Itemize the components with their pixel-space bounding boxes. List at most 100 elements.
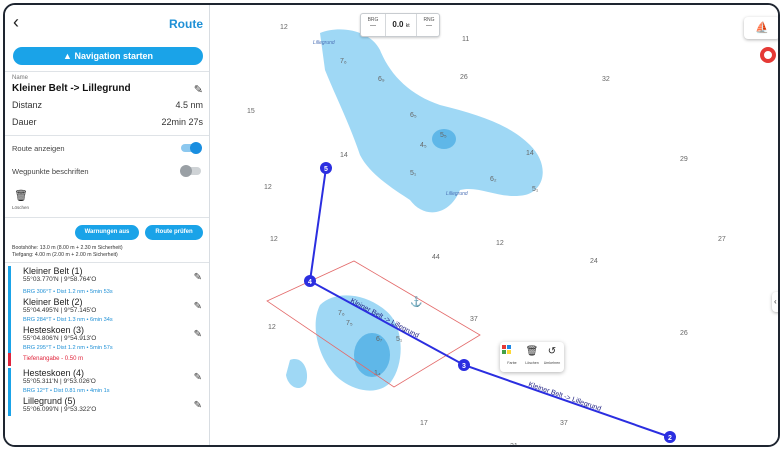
divider bbox=[5, 217, 209, 218]
list-item[interactable]: Kleiner Belt (1) 55°03.770'N | 9°58.764'… bbox=[5, 266, 209, 288]
chevron-left-icon[interactable]: ‹ bbox=[13, 12, 19, 32]
deep-area bbox=[354, 333, 390, 377]
contour-sounding: 1₄ bbox=[374, 370, 381, 377]
distance-value: 4.5 nm bbox=[175, 100, 203, 110]
depth-sounding: 21 bbox=[510, 443, 518, 445]
chart-svg: 1211263215142944122427172137261237141212… bbox=[247, 24, 726, 445]
trash-icon: 🗑 bbox=[525, 346, 539, 357]
leg-info: BRG 295°T • Dist 1.2 nm • 5min 57s bbox=[5, 344, 209, 353]
brg-speed-rng-panel: BRG — 0.0 kt RNG — bbox=[360, 13, 440, 37]
contour-sounding: 7₆ bbox=[338, 310, 345, 317]
contour-sounding: 4₅ bbox=[420, 142, 427, 149]
nautical-chart[interactable]: 1211263215142944122427172137261237141212… bbox=[210, 5, 778, 445]
shallow-area bbox=[286, 359, 308, 389]
depth-sounding: 37 bbox=[470, 316, 478, 323]
edit-waypoint-pencil-icon[interactable]: ✎ bbox=[193, 272, 202, 283]
contour-sounding: 6₇ bbox=[376, 336, 383, 343]
delete-label: Löschen bbox=[12, 205, 30, 210]
sail-icon: ⛵ bbox=[755, 22, 769, 34]
depth-sounding: 24 bbox=[590, 258, 598, 265]
waypoint-name: Hesteskoen (4) bbox=[23, 368, 85, 378]
depth-sounding: 27 bbox=[718, 236, 726, 243]
contour-sounding: 5₅ bbox=[440, 132, 447, 139]
duration-label: Dauer bbox=[12, 117, 37, 127]
app-window: ‹ Route ▲ Navigation starten Name Kleine… bbox=[3, 3, 780, 447]
start-navigation-button[interactable]: ▲ Navigation starten bbox=[13, 47, 203, 65]
waypoint-number: 4 bbox=[308, 279, 312, 286]
contour-sounding: 5₁ bbox=[410, 170, 417, 177]
depth-sounding: 12 bbox=[268, 324, 276, 331]
depth-sounding: 14 bbox=[526, 150, 534, 157]
waypoint-coord: 55°05.311'N | 9°53.026'O bbox=[23, 378, 96, 385]
leg-info: BRG 284°T • Dist 1.3 nm • 6min 34s bbox=[5, 316, 209, 325]
reverse-button[interactable]: ↺ Umkehren bbox=[543, 346, 561, 365]
contour-sounding: 6₅ bbox=[410, 112, 417, 119]
place-label: Lillegrund bbox=[313, 40, 335, 46]
draft-info: Tiefgang: 4.00 m (2.00 m + 2.00 m Sicher… bbox=[12, 252, 118, 258]
depth-sounding: 12 bbox=[264, 184, 272, 191]
depth-sounding: 12 bbox=[280, 24, 288, 31]
edit-waypoint-pencil-icon[interactable]: ✎ bbox=[193, 372, 202, 383]
depth-sounding: 15 bbox=[247, 108, 255, 115]
route-waypoint[interactable]: 2 bbox=[664, 431, 676, 443]
color-palette-icon bbox=[502, 345, 511, 358]
delete-waypoint-button[interactable]: 🗑 Löschen bbox=[522, 345, 542, 365]
distance-label: Distanz bbox=[12, 100, 43, 110]
name-label: Name bbox=[12, 75, 29, 81]
label-waypoints-toggle[interactable] bbox=[180, 165, 201, 177]
depth-sounding: 32 bbox=[602, 76, 610, 83]
edit-waypoint-pencil-icon[interactable]: ✎ bbox=[193, 329, 202, 340]
contour-sounding: 5₁ bbox=[396, 336, 403, 343]
warnings-off-button[interactable]: Warnungen aus bbox=[75, 225, 139, 240]
route-waypoint[interactable]: 4 bbox=[304, 275, 316, 287]
duration-value: 22min 27s bbox=[161, 117, 203, 127]
edit-waypoint-pencil-icon[interactable]: ✎ bbox=[193, 301, 202, 312]
waypoint-name: Lillegrund (5) bbox=[23, 396, 76, 406]
contour-sounding: 7₆ bbox=[340, 58, 347, 65]
sidebar-header: ‹ Route bbox=[5, 5, 209, 43]
show-route-label: Route anzeigen bbox=[12, 144, 65, 153]
lifebuoy-icon[interactable] bbox=[760, 47, 776, 63]
edit-name-pencil-icon[interactable]: ✎ bbox=[193, 84, 203, 96]
depth-sounding: 14 bbox=[340, 152, 348, 159]
route-sidebar: ‹ Route ▲ Navigation starten Name Kleine… bbox=[5, 5, 210, 445]
depth-sounding: 44 bbox=[432, 254, 440, 261]
divider bbox=[5, 71, 209, 72]
waypoint-name: Kleiner Belt (1) bbox=[23, 266, 83, 276]
depth-sounding: 26 bbox=[680, 330, 688, 337]
waypoint-popup: Farbe 🗑 Löschen ↺ Umkehren bbox=[500, 342, 564, 372]
waypoint-coord: 55°03.770'N | 9°58.764'O bbox=[23, 276, 97, 283]
divider bbox=[5, 135, 209, 136]
route-waypoint[interactable]: 3 bbox=[458, 359, 470, 371]
waypoint-coord: 55°04.806'N | 9°54.913'O bbox=[23, 335, 97, 342]
route-name: Kleiner Belt -> Lillegrund bbox=[12, 83, 131, 94]
edit-waypoint-pencil-icon[interactable]: ✎ bbox=[193, 400, 202, 411]
depth-sounding: 29 bbox=[680, 156, 688, 163]
depth-sounding: 37 bbox=[560, 420, 568, 427]
waypoint-list: Kleiner Belt (1) 55°03.770'N | 9°58.764'… bbox=[5, 266, 209, 416]
route-waypoint[interactable]: 5 bbox=[320, 162, 332, 174]
route-title[interactable]: Route bbox=[169, 17, 203, 31]
check-route-button[interactable]: Route prüfen bbox=[145, 225, 203, 240]
contour-sounding: 6₂ bbox=[490, 176, 497, 183]
speed-cell: 0.0 kt bbox=[385, 14, 417, 36]
boat-mode-button[interactable]: ⛵ bbox=[744, 17, 778, 39]
navigation-arrow-icon: ▲ bbox=[63, 51, 72, 61]
list-item[interactable]: Kleiner Belt (2) 55°04.495'N | 9°57.145'… bbox=[5, 297, 209, 316]
deep-area bbox=[432, 129, 456, 149]
depth-sounding: 12 bbox=[270, 236, 278, 243]
leg-info: BRG 12°T • Dist 0.81 nm • 4min 1s bbox=[5, 387, 209, 396]
list-item[interactable]: Hesteskoen (3) 55°04.806'N | 9°54.913'O … bbox=[5, 325, 209, 344]
list-item[interactable]: Hesteskoen (4) 55°05.311'N | 9°53.026'O … bbox=[5, 368, 209, 387]
color-button[interactable]: Farbe bbox=[502, 345, 522, 365]
contour-sounding: 6₉ bbox=[378, 76, 385, 83]
route-label: Kleiner Belt -> Lillegrund bbox=[527, 381, 602, 413]
trash-icon[interactable]: 🗑 bbox=[14, 190, 28, 202]
show-route-toggle[interactable] bbox=[181, 142, 202, 154]
contour-sounding: 7₅ bbox=[346, 320, 353, 327]
waypoint-coord: 55°06.099'N | 9°53.322'O bbox=[23, 406, 97, 413]
boat-height-info: Bootshöhe: 13.0 m (8.00 m + 2.30 m Siche… bbox=[12, 245, 123, 251]
waypoint-name: Kleiner Belt (2) bbox=[23, 297, 83, 307]
list-item[interactable]: Lillegrund (5) 55°06.099'N | 9°53.322'O … bbox=[5, 396, 209, 416]
chevron-left-icon[interactable]: ‹ bbox=[772, 292, 778, 312]
